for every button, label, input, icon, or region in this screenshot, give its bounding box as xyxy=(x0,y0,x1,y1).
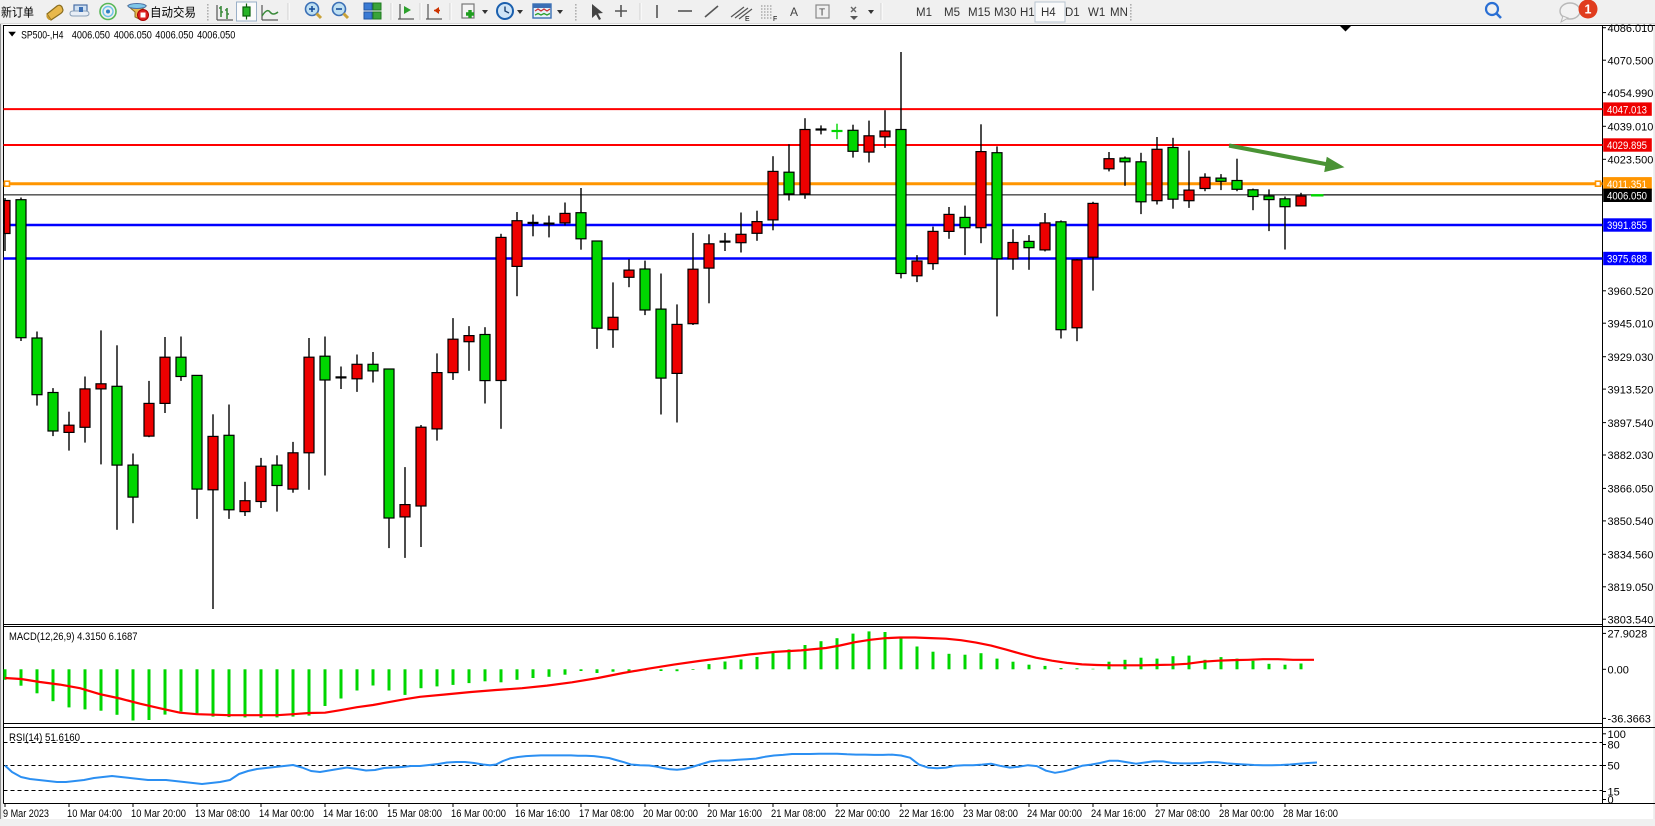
svg-text:80: 80 xyxy=(1608,740,1620,752)
svg-text:F: F xyxy=(773,16,777,23)
svg-text:17 Mar 08:00: 17 Mar 08:00 xyxy=(579,808,634,820)
svg-text:3975.688: 3975.688 xyxy=(1607,254,1647,266)
svg-text:M15: M15 xyxy=(968,7,990,19)
svg-text:-36.3663: -36.3663 xyxy=(1608,714,1651,726)
svg-text:20 Mar 00:00: 20 Mar 00:00 xyxy=(643,808,698,820)
svg-text:D1: D1 xyxy=(1065,7,1080,19)
svg-text:0: 0 xyxy=(1608,795,1614,807)
svg-text:W1: W1 xyxy=(1088,7,1105,19)
svg-text:4039.010: 4039.010 xyxy=(1608,122,1654,134)
svg-text:4070.500: 4070.500 xyxy=(1608,55,1654,67)
svg-text:4023.500: 4023.500 xyxy=(1608,155,1654,167)
svg-text:4006.050: 4006.050 xyxy=(197,29,235,41)
svg-text:23 Mar 08:00: 23 Mar 08:00 xyxy=(963,808,1018,820)
svg-text:14 Mar 16:00: 14 Mar 16:00 xyxy=(323,808,378,820)
svg-text:21 Mar 08:00: 21 Mar 08:00 xyxy=(771,808,826,820)
svg-text:28 Mar 16:00: 28 Mar 16:00 xyxy=(1283,808,1338,820)
svg-text:24 Mar 00:00: 24 Mar 00:00 xyxy=(1027,808,1082,820)
svg-text:14 Mar 00:00: 14 Mar 00:00 xyxy=(259,808,314,820)
svg-text:3866.050: 3866.050 xyxy=(1608,484,1654,496)
svg-text:15 Mar 08:00: 15 Mar 08:00 xyxy=(387,808,442,820)
svg-text:4054.990: 4054.990 xyxy=(1608,88,1654,100)
svg-text:3945.010: 3945.010 xyxy=(1608,318,1654,330)
svg-text:15: 15 xyxy=(1608,787,1620,799)
svg-text:MACD(12,26,9) 4.3150 6.1687: MACD(12,26,9) 4.3150 6.1687 xyxy=(9,631,138,643)
svg-text:H1: H1 xyxy=(1020,7,1035,19)
svg-text:4011.351: 4011.351 xyxy=(1607,179,1647,191)
svg-text:4006.050: 4006.050 xyxy=(72,29,110,41)
svg-text:1: 1 xyxy=(1585,3,1592,17)
svg-text:4006.050: 4006.050 xyxy=(1607,191,1647,203)
svg-text:MN: MN xyxy=(1110,7,1128,19)
svg-text:3960.520: 3960.520 xyxy=(1608,286,1654,298)
svg-text:22 Mar 00:00: 22 Mar 00:00 xyxy=(835,808,890,820)
svg-text:H4: H4 xyxy=(1041,7,1056,19)
svg-text:4029.895: 4029.895 xyxy=(1607,140,1647,152)
svg-text:16 Mar 16:00: 16 Mar 16:00 xyxy=(515,808,570,820)
svg-text:M30: M30 xyxy=(994,7,1016,19)
svg-text:M1: M1 xyxy=(916,7,932,19)
svg-text:3803.540: 3803.540 xyxy=(1608,614,1654,626)
svg-text:3897.540: 3897.540 xyxy=(1608,418,1654,430)
svg-text:3882.030: 3882.030 xyxy=(1608,450,1654,462)
svg-text:16 Mar 00:00: 16 Mar 00:00 xyxy=(451,808,506,820)
svg-text:自动交易: 自动交易 xyxy=(150,5,196,20)
svg-text:4006.050: 4006.050 xyxy=(155,29,193,41)
svg-text:3991.855: 3991.855 xyxy=(1607,220,1647,232)
svg-text:新订单: 新订单 xyxy=(1,5,34,20)
svg-text:28 Mar 00:00: 28 Mar 00:00 xyxy=(1219,808,1274,820)
svg-text:9 Mar 2023: 9 Mar 2023 xyxy=(3,808,49,820)
svg-text:10 Mar 20:00: 10 Mar 20:00 xyxy=(131,808,186,820)
svg-text:3913.520: 3913.520 xyxy=(1608,384,1654,396)
svg-text:3850.540: 3850.540 xyxy=(1608,516,1654,528)
svg-text:50: 50 xyxy=(1608,761,1620,773)
svg-text:10 Mar 04:00: 10 Mar 04:00 xyxy=(67,808,122,820)
svg-text:24 Mar 16:00: 24 Mar 16:00 xyxy=(1091,808,1146,820)
svg-text:13 Mar 08:00: 13 Mar 08:00 xyxy=(195,808,250,820)
svg-text:E: E xyxy=(745,16,750,23)
svg-text:20 Mar 16:00: 20 Mar 16:00 xyxy=(707,808,762,820)
svg-text:27 Mar 08:00: 27 Mar 08:00 xyxy=(1155,808,1210,820)
svg-text:100: 100 xyxy=(1608,729,1626,741)
svg-text:4006.050: 4006.050 xyxy=(114,29,152,41)
svg-text:M5: M5 xyxy=(944,7,960,19)
svg-text:T: T xyxy=(819,8,825,19)
svg-text:RSI(14) 51.6160: RSI(14) 51.6160 xyxy=(9,732,80,744)
svg-text:SP500-,H4: SP500-,H4 xyxy=(21,29,63,41)
svg-text:3929.030: 3929.030 xyxy=(1608,352,1654,364)
svg-text:22 Mar 16:00: 22 Mar 16:00 xyxy=(899,808,954,820)
svg-text:4086.010: 4086.010 xyxy=(1608,23,1654,35)
svg-text:A: A xyxy=(790,5,798,19)
svg-text:0.00: 0.00 xyxy=(1608,665,1629,677)
svg-text:27.9028: 27.9028 xyxy=(1608,629,1648,641)
svg-text:4047.013: 4047.013 xyxy=(1607,104,1647,116)
svg-text:3834.560: 3834.560 xyxy=(1608,550,1654,562)
svg-text:3819.050: 3819.050 xyxy=(1608,582,1654,594)
